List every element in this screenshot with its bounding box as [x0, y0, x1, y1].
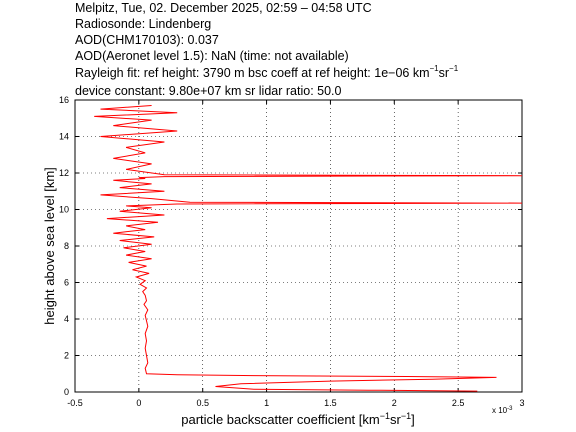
grid	[75, 100, 522, 392]
y-tick-labels: 0 2 4 6 8 10 12 14 16	[59, 95, 69, 397]
x-tick-label: 2	[392, 398, 397, 408]
rayleigh-sr: sr	[438, 66, 450, 80]
x-tick-label: 0	[136, 398, 141, 408]
y-tick-label: 4	[64, 314, 69, 324]
rayleigh-sup-1: −1	[429, 63, 439, 73]
rayleigh-fit-text: Rayleigh fit: ref height: 3790 m bsc coe…	[75, 66, 430, 80]
aod-chm-line: AOD(CHM170103): 0.037	[75, 33, 219, 47]
x-tick-label: 1.5	[324, 398, 337, 408]
backscatter-profile-line	[94, 105, 523, 392]
y-tick-label: 14	[59, 132, 69, 142]
tick-marks	[74, 99, 523, 393]
x-tick-label: 1	[264, 398, 269, 408]
y-tick-label: 6	[64, 278, 69, 288]
x-axis-label: particle backscatter coefficient [km−1sr…	[181, 411, 414, 427]
aod-aeronet-line: AOD(Aeronet level 1.5): NaN (time: not a…	[75, 49, 349, 63]
y-tick-label: 12	[59, 168, 69, 178]
x-tick-label: 0.5	[196, 398, 209, 408]
rayleigh-fit-line: Rayleigh fit: ref height: 3790 m bsc coe…	[75, 63, 459, 81]
x-tick-label: 2.5	[452, 398, 465, 408]
x-multiplier-label: x 10-3	[492, 406, 513, 415]
x-tick-label: -0.5	[67, 398, 83, 408]
y-tick-label: 16	[59, 95, 69, 105]
y-tick-label: 10	[59, 205, 69, 215]
x-tick-label: 3	[519, 398, 524, 408]
y-tick-label: 2	[64, 351, 69, 361]
plot-frame	[74, 99, 523, 393]
y-tick-label: 0	[64, 387, 69, 397]
rayleigh-sup-2: −1	[449, 63, 459, 73]
radiosonde-line: Radiosonde: Lindenberg	[75, 17, 212, 31]
y-axis-label: height above sea level [km]	[42, 167, 57, 325]
y-tick-label: 8	[64, 241, 69, 251]
title-line: Melpitz, Tue, 02. December 2025, 02:59 –…	[75, 1, 372, 15]
device-constant-line: device constant: 9.80e+07 km sr lidar ra…	[75, 84, 342, 98]
x-tick-labels: -0.5 0 0.5 1 1.5 2 2.5 3	[67, 398, 524, 408]
